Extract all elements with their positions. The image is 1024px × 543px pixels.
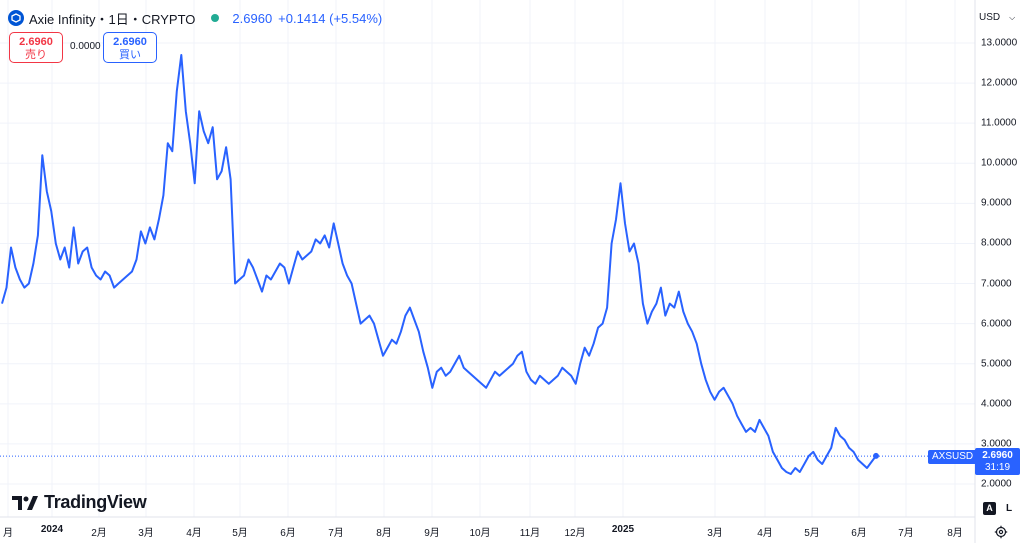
last-price-point: [873, 452, 879, 459]
gear-icon[interactable]: [994, 525, 1008, 539]
bar-countdown: 31:19: [984, 462, 1011, 473]
y-tick-label: 7.0000: [981, 278, 1012, 290]
x-tick-label: 3月: [707, 528, 723, 539]
chart-header: Axie Infinity・1日・CRYPTO 2.6960 +0.1414 (…: [8, 8, 382, 28]
market-status-dot: [211, 14, 220, 22]
y-tick-label: 6.0000: [981, 318, 1012, 330]
x-tick-label: 10月: [469, 528, 491, 539]
x-tick-label: 2025: [611, 524, 635, 535]
y-tick-label: 8.0000: [981, 237, 1012, 249]
x-tick-label: 2024: [40, 524, 64, 535]
last-price-tag: 2.6960 31:19: [975, 448, 1020, 475]
tradingview-logo[interactable]: TradingView: [12, 492, 147, 513]
x-tick-label: 8月: [947, 528, 963, 539]
header-price: 2.6960: [232, 10, 273, 26]
buy-label: 買い: [119, 49, 141, 61]
x-tick-label: 9月: [424, 528, 440, 539]
symbol-title[interactable]: Axie Infinity・1日・CRYPTO: [29, 11, 196, 27]
y-tick-label: 13.0000: [981, 37, 1018, 49]
buy-price: 2.6960: [113, 36, 147, 48]
sell-button[interactable]: 2.6960 売り: [9, 32, 63, 63]
x-tick-label: 7月: [328, 528, 344, 539]
y-tick-label: 12.0000: [981, 77, 1018, 89]
last-price-value: 2.6960: [982, 450, 1013, 461]
y-tick-label: 5.0000: [981, 358, 1012, 370]
symbol-tag: AXSUSD: [928, 450, 978, 464]
currency-selector[interactable]: USD ⌵: [979, 12, 1015, 23]
x-tick-label: 11月: [519, 528, 541, 539]
x-tick-label: 6月: [851, 528, 867, 539]
y-tick-label: 11.0000: [981, 117, 1017, 129]
spread-value: 0.0000: [70, 41, 101, 52]
y-tick-label: 4.0000: [981, 398, 1012, 410]
x-tick-label: 4月: [757, 528, 773, 539]
buy-button[interactable]: 2.6960 買い: [103, 32, 157, 63]
y-tick-label: 2.0000: [981, 478, 1012, 490]
x-tick-label: 7月: [898, 528, 914, 539]
chevron-down-icon: ⌵: [1009, 12, 1016, 22]
sell-price: 2.6960: [19, 36, 53, 48]
x-tick-label: 4月: [186, 528, 202, 539]
x-tick-label: 5月: [804, 528, 820, 539]
y-tick-label: 10.0000: [981, 157, 1018, 169]
y-tick-label: 3.0000: [981, 438, 1012, 450]
y-tick-label: 9.0000: [981, 197, 1012, 209]
tradingview-mark-icon: [12, 495, 38, 510]
header-change: +0.1414 (+5.54%): [278, 10, 383, 26]
x-tick-label: 5月: [232, 528, 248, 539]
currency-label: USD: [979, 12, 1001, 23]
x-tick-label: 月: [3, 528, 13, 539]
x-tick-label: 3月: [138, 528, 154, 539]
x-tick-label: 8月: [376, 528, 392, 539]
axie-logo-icon: [8, 10, 24, 26]
x-tick-label: 6月: [280, 528, 296, 539]
sell-label: 売り: [25, 49, 47, 61]
auto-scale-button[interactable]: A: [983, 502, 996, 515]
log-scale-button[interactable]: L: [1006, 503, 1013, 514]
tradingview-text: TradingView: [44, 492, 147, 512]
x-tick-label: 12月: [564, 528, 586, 539]
x-tick-label: 2月: [91, 528, 107, 539]
price-line: [1, 54, 877, 475]
